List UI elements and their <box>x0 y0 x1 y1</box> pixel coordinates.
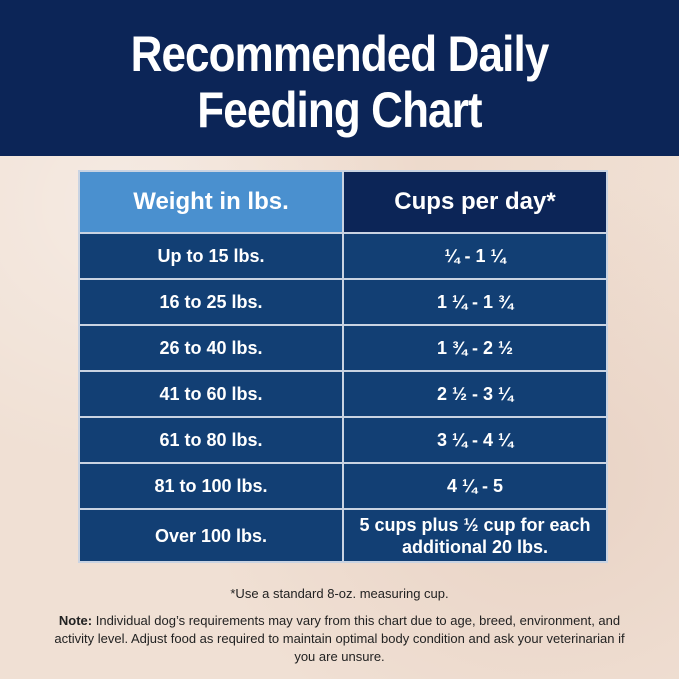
cups-cell: 1 ¾ - 2 ½ <box>342 324 608 372</box>
page-title-line-2: Feeding Chart <box>197 82 482 138</box>
weight-cell: 81 to 100 lbs. <box>78 462 344 510</box>
weight-column-header: Weight in lbs. <box>78 170 344 234</box>
cups-column-header: Cups per day* <box>342 170 608 234</box>
table-row: 26 to 40 lbs. 1 ¾ - 2 ½ <box>78 324 608 372</box>
disclaimer-note: Note: Individual dog’s requirements may … <box>48 612 631 666</box>
cups-cell: ¼ - 1 ¼ <box>342 232 608 280</box>
table-header-row: Weight in lbs. Cups per day* <box>78 170 608 234</box>
note-text: Individual dog’s requirements may vary f… <box>54 613 625 664</box>
cups-cell: 2 ½ - 3 ¼ <box>342 370 608 418</box>
cups-cell: 4 ¼ - 5 <box>342 462 608 510</box>
weight-cell: 41 to 60 lbs. <box>78 370 344 418</box>
table-row: 41 to 60 lbs. 2 ½ - 3 ¼ <box>78 370 608 418</box>
weight-cell: 16 to 25 lbs. <box>78 278 344 326</box>
table-row: Up to 15 lbs. ¼ - 1 ¼ <box>78 232 608 280</box>
table-row: 61 to 80 lbs. 3 ¼ - 4 ¼ <box>78 416 608 464</box>
weight-cell: Over 100 lbs. <box>78 508 344 563</box>
cups-cell: 1 ¼ - 1 ¾ <box>342 278 608 326</box>
feeding-chart-table: Weight in lbs. Cups per day* Up to 15 lb… <box>78 170 608 563</box>
cups-cell: 5 cups plus ½ cup for each additional 20… <box>342 508 608 563</box>
weight-cell: 61 to 80 lbs. <box>78 416 344 464</box>
note-label: Note: <box>58 613 93 628</box>
table-row: 81 to 100 lbs. 4 ¼ - 5 <box>78 462 608 510</box>
cups-cell-line-2: additional 20 lbs. <box>401 536 549 557</box>
page-title-line-1: Recommended Daily <box>130 26 550 82</box>
weight-cell: Up to 15 lbs. <box>78 232 344 280</box>
weight-cell: 26 to 40 lbs. <box>78 324 344 372</box>
table-row: 16 to 25 lbs. 1 ¼ - 1 ¾ <box>78 278 608 326</box>
measuring-cup-footnote: *Use a standard 8-oz. measuring cup. <box>230 586 449 601</box>
cups-cell: 3 ¼ - 4 ¼ <box>342 416 608 464</box>
header-banner: Recommended Daily Feeding Chart <box>0 0 679 156</box>
table-row: Over 100 lbs. 5 cups plus ½ cup for each… <box>78 508 608 563</box>
cups-cell-line-1: 5 cups plus ½ cup for each <box>359 514 591 535</box>
